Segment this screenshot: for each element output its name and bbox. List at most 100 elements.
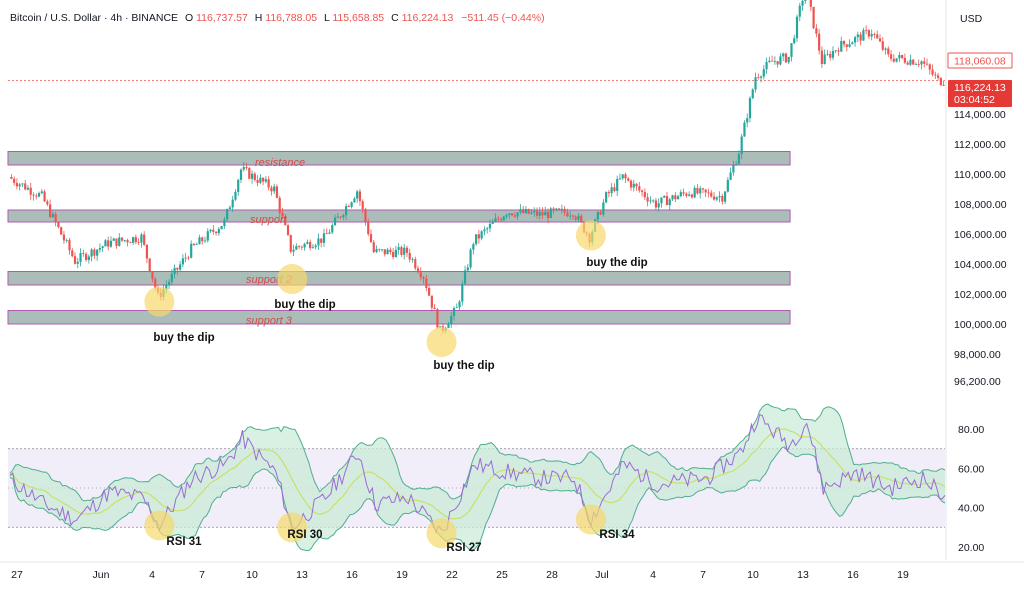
candle-body (826, 53, 829, 55)
rsi-panel[interactable] (8, 403, 946, 552)
candle-body (179, 264, 182, 270)
candle-body (818, 33, 821, 51)
candle-body (286, 225, 290, 235)
candle-body (887, 48, 890, 55)
time-tick-label: 10 (747, 569, 759, 581)
candle-body (131, 237, 135, 243)
rsi-axis[interactable]: 80.00 60.00 40.00 20.00 (958, 424, 984, 554)
candle-body (912, 59, 915, 65)
candle-body (640, 190, 644, 193)
candle-body (226, 209, 229, 220)
candle-body (231, 199, 234, 208)
candle-body (660, 197, 663, 204)
time-tick-label: 7 (700, 569, 706, 581)
candle-body (884, 48, 887, 50)
candle-body (533, 210, 536, 213)
annotation-rsi-31: RSI 31 (166, 536, 202, 548)
candle-body (889, 54, 893, 59)
candle-body (369, 234, 373, 243)
candle-body (466, 267, 469, 271)
candle-body (347, 206, 350, 207)
candle-body (925, 63, 929, 65)
candle-body (840, 40, 843, 52)
candle-body (192, 243, 196, 245)
candle-body (729, 172, 732, 180)
candle-body (26, 187, 30, 190)
candle-body (367, 221, 370, 235)
candle-body (737, 154, 741, 164)
candle-body (206, 231, 209, 241)
candle-body (851, 42, 854, 45)
candle-body (289, 234, 292, 252)
time-tick-label: 16 (346, 569, 358, 581)
candle-body (505, 214, 508, 217)
time-axis[interactable]: 27 Jun 4 7 10 13 16 19 22 25 28 Jul 4 7 10 13 16 19 (11, 569, 909, 581)
price-axis[interactable]: USD 114,000.00 112,000.00 110,000.00 108,00… (954, 13, 1007, 388)
candle-body (654, 200, 658, 208)
candle-body (275, 186, 279, 198)
candle-body (555, 208, 558, 211)
candle-body (906, 62, 909, 65)
candle-body (57, 222, 60, 228)
candle-body (98, 247, 102, 250)
candle-body (895, 58, 898, 62)
candle-body (253, 173, 256, 180)
time-tick-label: 7 (199, 569, 205, 581)
candle-body (643, 192, 646, 198)
dip-marker (277, 264, 308, 294)
candle-body (250, 173, 254, 179)
candle-body (665, 196, 669, 206)
candle-body (43, 191, 46, 202)
candle-body (400, 247, 403, 255)
candle-body (430, 295, 433, 308)
rsi-marker (575, 504, 606, 535)
candle-body (143, 234, 146, 245)
candle-body (477, 234, 480, 239)
zone-support-3 (7, 310, 791, 325)
candle-body (84, 253, 88, 260)
zone-resistance (7, 151, 791, 166)
candle-body (73, 256, 77, 264)
candle-body (848, 44, 851, 47)
candle-body (262, 177, 265, 182)
candle-body (126, 240, 129, 243)
candle-body (101, 246, 104, 248)
candle-body (923, 61, 926, 64)
candle-body (685, 193, 688, 196)
candle-body (483, 229, 486, 232)
candle-body (629, 180, 633, 188)
candle-body (646, 197, 649, 202)
candle-body (320, 238, 323, 243)
candle-body (671, 195, 674, 200)
annotation-buy-the-dip-1: buy the dip (153, 332, 214, 344)
candle-body (37, 193, 41, 197)
candle-body (475, 234, 478, 245)
time-tick-label: 4 (149, 569, 155, 581)
candle-body (264, 179, 267, 182)
candle-body (148, 258, 151, 272)
candle-body (859, 34, 862, 41)
candle-body (676, 196, 680, 200)
price-tick-label: 96,200.00 (954, 376, 1001, 388)
candle-body (118, 237, 121, 246)
candle-body (771, 60, 774, 62)
candle-body (494, 218, 497, 223)
rsi-tick-label: 40.00 (958, 503, 984, 515)
candle-body (599, 211, 602, 215)
candle-body (726, 179, 729, 192)
candle-body (546, 211, 550, 218)
candle-body (934, 74, 937, 76)
candle-body (455, 307, 458, 309)
candle-body (815, 28, 818, 34)
zone-label-resistance: resistance (255, 157, 305, 169)
candle-body (267, 179, 270, 188)
candles[interactable] (10, 0, 948, 334)
candle-body (447, 324, 450, 328)
candle-body (120, 237, 124, 241)
candle-body (552, 208, 555, 211)
candle-body (297, 246, 301, 247)
time-tick-label: 4 (650, 569, 656, 581)
candle-body (62, 234, 66, 241)
candle-body (469, 249, 472, 268)
